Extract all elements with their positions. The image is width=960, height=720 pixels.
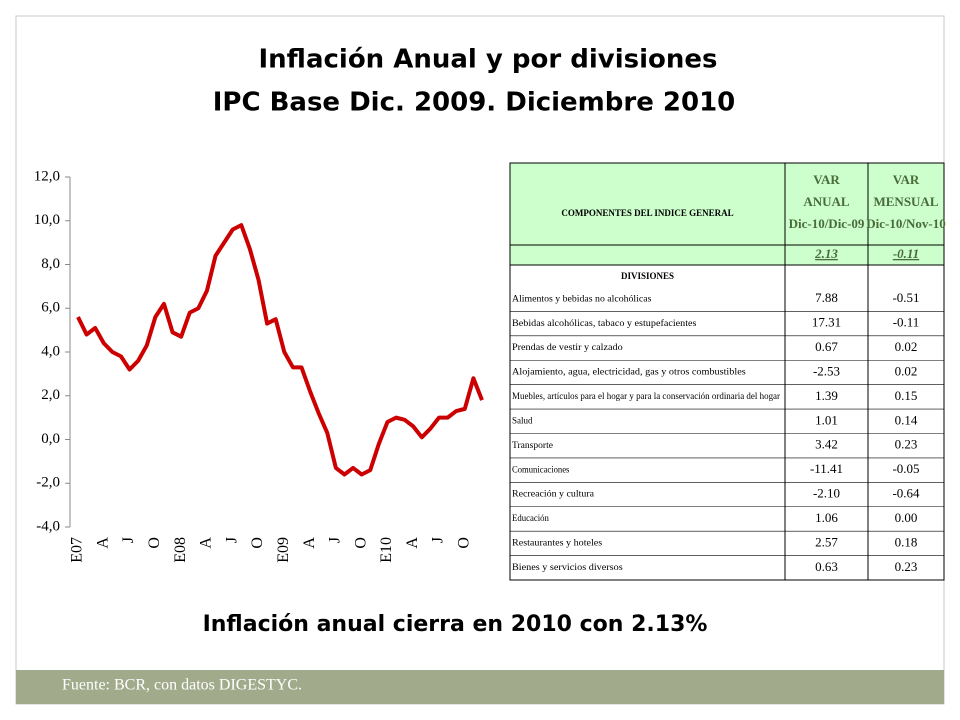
table-cell: -0.05	[892, 461, 919, 476]
table-cell: 0.02	[895, 363, 918, 378]
table-cell: 0.67	[815, 339, 838, 354]
table-cell: Restaurantes y hoteles	[512, 539, 603, 549]
table-total: 2.13	[814, 246, 838, 261]
x-tick-label: A	[301, 537, 318, 549]
table-cell: Bebidas alcohólicas, tabaco y estupefaci…	[512, 318, 697, 329]
table-header: ANUAL	[803, 194, 850, 209]
table-header: Dic-10/Dic-09	[789, 216, 865, 231]
y-tick-label: 10,0	[34, 212, 60, 228]
x-tick-label: E10	[378, 537, 395, 563]
table-cell: Comunicaciones	[512, 465, 570, 475]
x-tick-label: E07	[69, 537, 86, 563]
table-total: -0.11	[893, 246, 919, 261]
footer-band	[16, 670, 944, 704]
y-tick-label: 0,0	[41, 431, 60, 447]
table-cell: -0.11	[893, 315, 920, 330]
table-header: VAR	[813, 172, 840, 187]
table-cell: Bienes y servicios diversos	[512, 563, 623, 573]
x-tick-label: E08	[172, 537, 189, 563]
y-tick-label: -2,0	[36, 475, 60, 491]
title: IPC Base Dic. 2009. Diciembre 2010	[213, 88, 736, 118]
table-cell: Salud	[512, 416, 533, 426]
y-tick-label: 12,0	[34, 168, 60, 184]
table-cell: 1.06	[815, 510, 838, 525]
table-cell: 0.14	[895, 412, 918, 427]
table-cell: Alimentos y bebidas no alcohólicas	[512, 294, 652, 304]
table-cell: Prendas de vestir y calzado	[512, 343, 623, 353]
table-header: VAR	[893, 172, 920, 187]
table-cell: 0.00	[895, 510, 918, 525]
table-cell: 3.42	[815, 437, 838, 452]
title: Inflación Anual y por divisiones	[259, 45, 718, 75]
line-series	[76, 223, 484, 477]
y-tick-label: 6,0	[41, 300, 60, 316]
x-tick-label: J	[120, 537, 137, 543]
table-cell: 0.23	[895, 559, 918, 574]
table-cell: -2.10	[813, 486, 840, 501]
x-tick-label: A	[198, 537, 215, 549]
table-header-bg	[510, 163, 944, 265]
table-cell: Alojamiento, agua, electricidad, gas y o…	[512, 368, 746, 378]
table-cell: 0.18	[895, 534, 918, 549]
table-cell: 1.39	[815, 388, 838, 403]
x-tick-label: O	[455, 537, 472, 549]
y-tick-label: 2,0	[41, 387, 60, 403]
table-cell: 7.88	[815, 290, 838, 305]
table-cell: Educación	[512, 514, 549, 524]
table-cell: 1.01	[815, 412, 838, 427]
table-cell: -11.41	[810, 461, 843, 476]
table-cell: Muebles, artículos para el hogar y para …	[512, 392, 781, 402]
table-cell: 2.57	[815, 534, 838, 549]
x-tick-label: J	[327, 537, 344, 543]
table-cell: 0.02	[895, 339, 918, 354]
footer: Fuente: BCR, con datos DIGESTYC.	[62, 677, 302, 694]
table-cell: Transporte	[512, 441, 553, 451]
table-section: DIVISIONES	[621, 271, 674, 281]
table-cell: 0.15	[895, 388, 918, 403]
table-header: MENSUAL	[873, 194, 938, 209]
subtitle: Inflación anual cierra en 2010 con 2.13%	[203, 612, 708, 637]
table-cell: -0.51	[892, 290, 919, 305]
x-tick-label: O	[146, 537, 163, 549]
table-cell: -2.53	[813, 363, 840, 378]
y-tick-label: -4,0	[36, 518, 60, 534]
table-cell: -0.64	[892, 486, 920, 501]
table-cell: Recreación y cultura	[512, 490, 595, 500]
table-cell: 0.63	[815, 559, 838, 574]
x-tick-label: A	[94, 537, 111, 549]
table-cell: 0.23	[895, 437, 918, 452]
x-tick-label: E09	[275, 537, 292, 563]
x-tick-label: J	[430, 537, 447, 543]
table-header: Dic-10/Nov-10	[866, 216, 945, 231]
x-tick-label: A	[404, 537, 421, 549]
x-tick-label: J	[223, 537, 240, 543]
y-tick-label: 4,0	[41, 343, 60, 359]
y-tick-label: 8,0	[41, 256, 60, 272]
x-tick-label: O	[352, 537, 369, 549]
x-tick-label: O	[249, 537, 266, 549]
table-header: COMPONENTES DEL INDICE GENERAL	[561, 208, 733, 218]
table-cell: 17.31	[812, 315, 841, 330]
